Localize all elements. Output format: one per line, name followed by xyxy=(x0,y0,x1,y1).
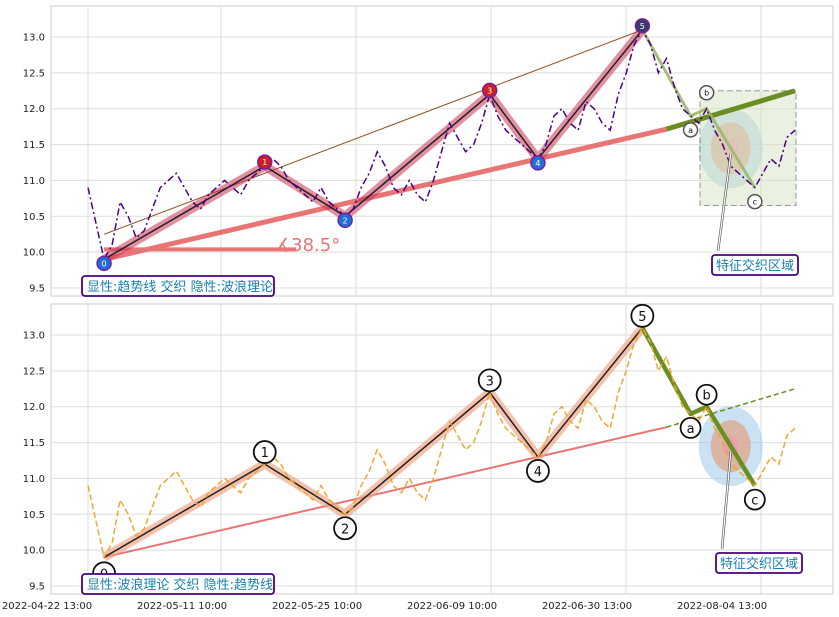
price-line xyxy=(87,28,796,262)
panel-top: 9.5 10.0 10.5 11.0 11.5 12.0 12.5 13.0 ∡38.5° 0 1 2… xyxy=(23,5,834,297)
y-tick-label: 12.0 xyxy=(23,104,45,115)
wave-label-4: 4 xyxy=(534,465,542,480)
annotation-box xyxy=(711,254,799,276)
wave-marker-3 xyxy=(477,368,502,393)
correction-line xyxy=(640,326,757,487)
wave-marker-c xyxy=(747,193,763,210)
wave-label-b: b xyxy=(704,89,709,98)
y-tick-label: 13.0 xyxy=(23,331,45,342)
wave-label-5: 5 xyxy=(638,310,646,325)
annotation-label: 特征交织区域 xyxy=(716,258,794,274)
wave-label-b: b xyxy=(702,389,710,404)
wave-marker-b xyxy=(695,383,718,406)
x-tick-label: 2022-08-04 13:00 xyxy=(677,601,767,612)
y-tick-label: 12.5 xyxy=(23,68,45,79)
wave-marker-3 xyxy=(481,82,498,99)
legend-box xyxy=(81,573,275,595)
y-tick-label: 11.0 xyxy=(23,474,45,485)
x-tick-label: 2022-05-11 10:00 xyxy=(137,601,227,612)
annotation-arrow-inner xyxy=(717,154,732,252)
wave-marker-4 xyxy=(526,459,550,483)
wave-marker-a xyxy=(682,122,699,138)
wave-label-a: a xyxy=(687,422,695,437)
y-tick-label: 13.0 xyxy=(23,33,45,44)
x-tick-label: 2022-04-22 13:00 xyxy=(2,601,92,612)
correction-zone-box xyxy=(699,90,797,207)
upper-channel-line xyxy=(103,29,643,235)
wave-line xyxy=(103,29,643,260)
wave-marker-2 xyxy=(337,212,353,229)
y-tick-label: 12.5 xyxy=(23,366,45,377)
x-tick-label: 2022-06-09 10:00 xyxy=(407,601,497,612)
y-tick-label: 11.5 xyxy=(23,140,45,151)
y-tick-label: 10.5 xyxy=(23,212,45,223)
wave-marker-a xyxy=(679,416,702,439)
wave-label-3: 3 xyxy=(486,374,494,389)
wave-label-2: 2 xyxy=(343,216,348,225)
y-tick-label: 11.0 xyxy=(23,176,45,187)
wave-label-1: 1 xyxy=(262,158,267,167)
wave-marker-5 xyxy=(630,303,655,328)
trendline-projection xyxy=(666,388,796,428)
trendline xyxy=(103,426,667,559)
wave-marker-1 xyxy=(252,440,277,464)
wave-label-a: a xyxy=(688,126,693,135)
x-tick-label: 2022-06-30 13:00 xyxy=(542,601,632,612)
wave-label-c: c xyxy=(751,494,758,509)
wave-line xyxy=(103,327,643,558)
legend-text: 显性:波浪理论 交织 隐性:趋势线 xyxy=(87,577,273,593)
correction-line xyxy=(641,29,757,189)
wave-label-5: 5 xyxy=(640,22,645,31)
wave-marker-b xyxy=(698,84,715,101)
wave-marker-c xyxy=(743,488,766,511)
x-tick-label: 2022-05-25 10:00 xyxy=(272,601,362,612)
y-tick-label: 10.5 xyxy=(23,510,45,521)
wave-marker-2 xyxy=(333,516,357,541)
annotation-arrow-inner xyxy=(721,452,732,550)
trendline xyxy=(103,126,668,262)
wave-label-3: 3 xyxy=(487,86,492,95)
wave-marker-4 xyxy=(530,155,546,171)
angle-label: ∡38.5° xyxy=(275,235,340,256)
y-tick-label: 9.5 xyxy=(29,582,45,593)
wave-label-2: 2 xyxy=(341,522,349,537)
wave-marker-1 xyxy=(257,154,273,170)
y-tick-label: 10.0 xyxy=(23,248,45,259)
y-tick-label: 11.5 xyxy=(23,438,45,449)
wave-label-4: 4 xyxy=(535,159,540,168)
panel-bottom: 9.510.010.511.011.512.012.513.0012345abc… xyxy=(2,303,834,612)
legend-text: 显性:趋势线 交织 隐性:波浪理论 xyxy=(87,279,273,295)
y-tick-label: 9.5 xyxy=(29,284,45,295)
legend-box xyxy=(81,275,275,297)
y-tick-label: 12.0 xyxy=(23,402,45,413)
wave-marker-0 xyxy=(96,255,112,272)
wave-marker-5 xyxy=(634,18,651,34)
y-tick-label: 10.0 xyxy=(23,546,45,557)
annotation-label: 特征交织区域 xyxy=(720,556,798,572)
annotation-box xyxy=(715,552,803,574)
wave-label-1: 1 xyxy=(261,446,269,461)
wave-label-0: 0 xyxy=(102,259,107,268)
wave-label-c: c xyxy=(753,198,757,207)
